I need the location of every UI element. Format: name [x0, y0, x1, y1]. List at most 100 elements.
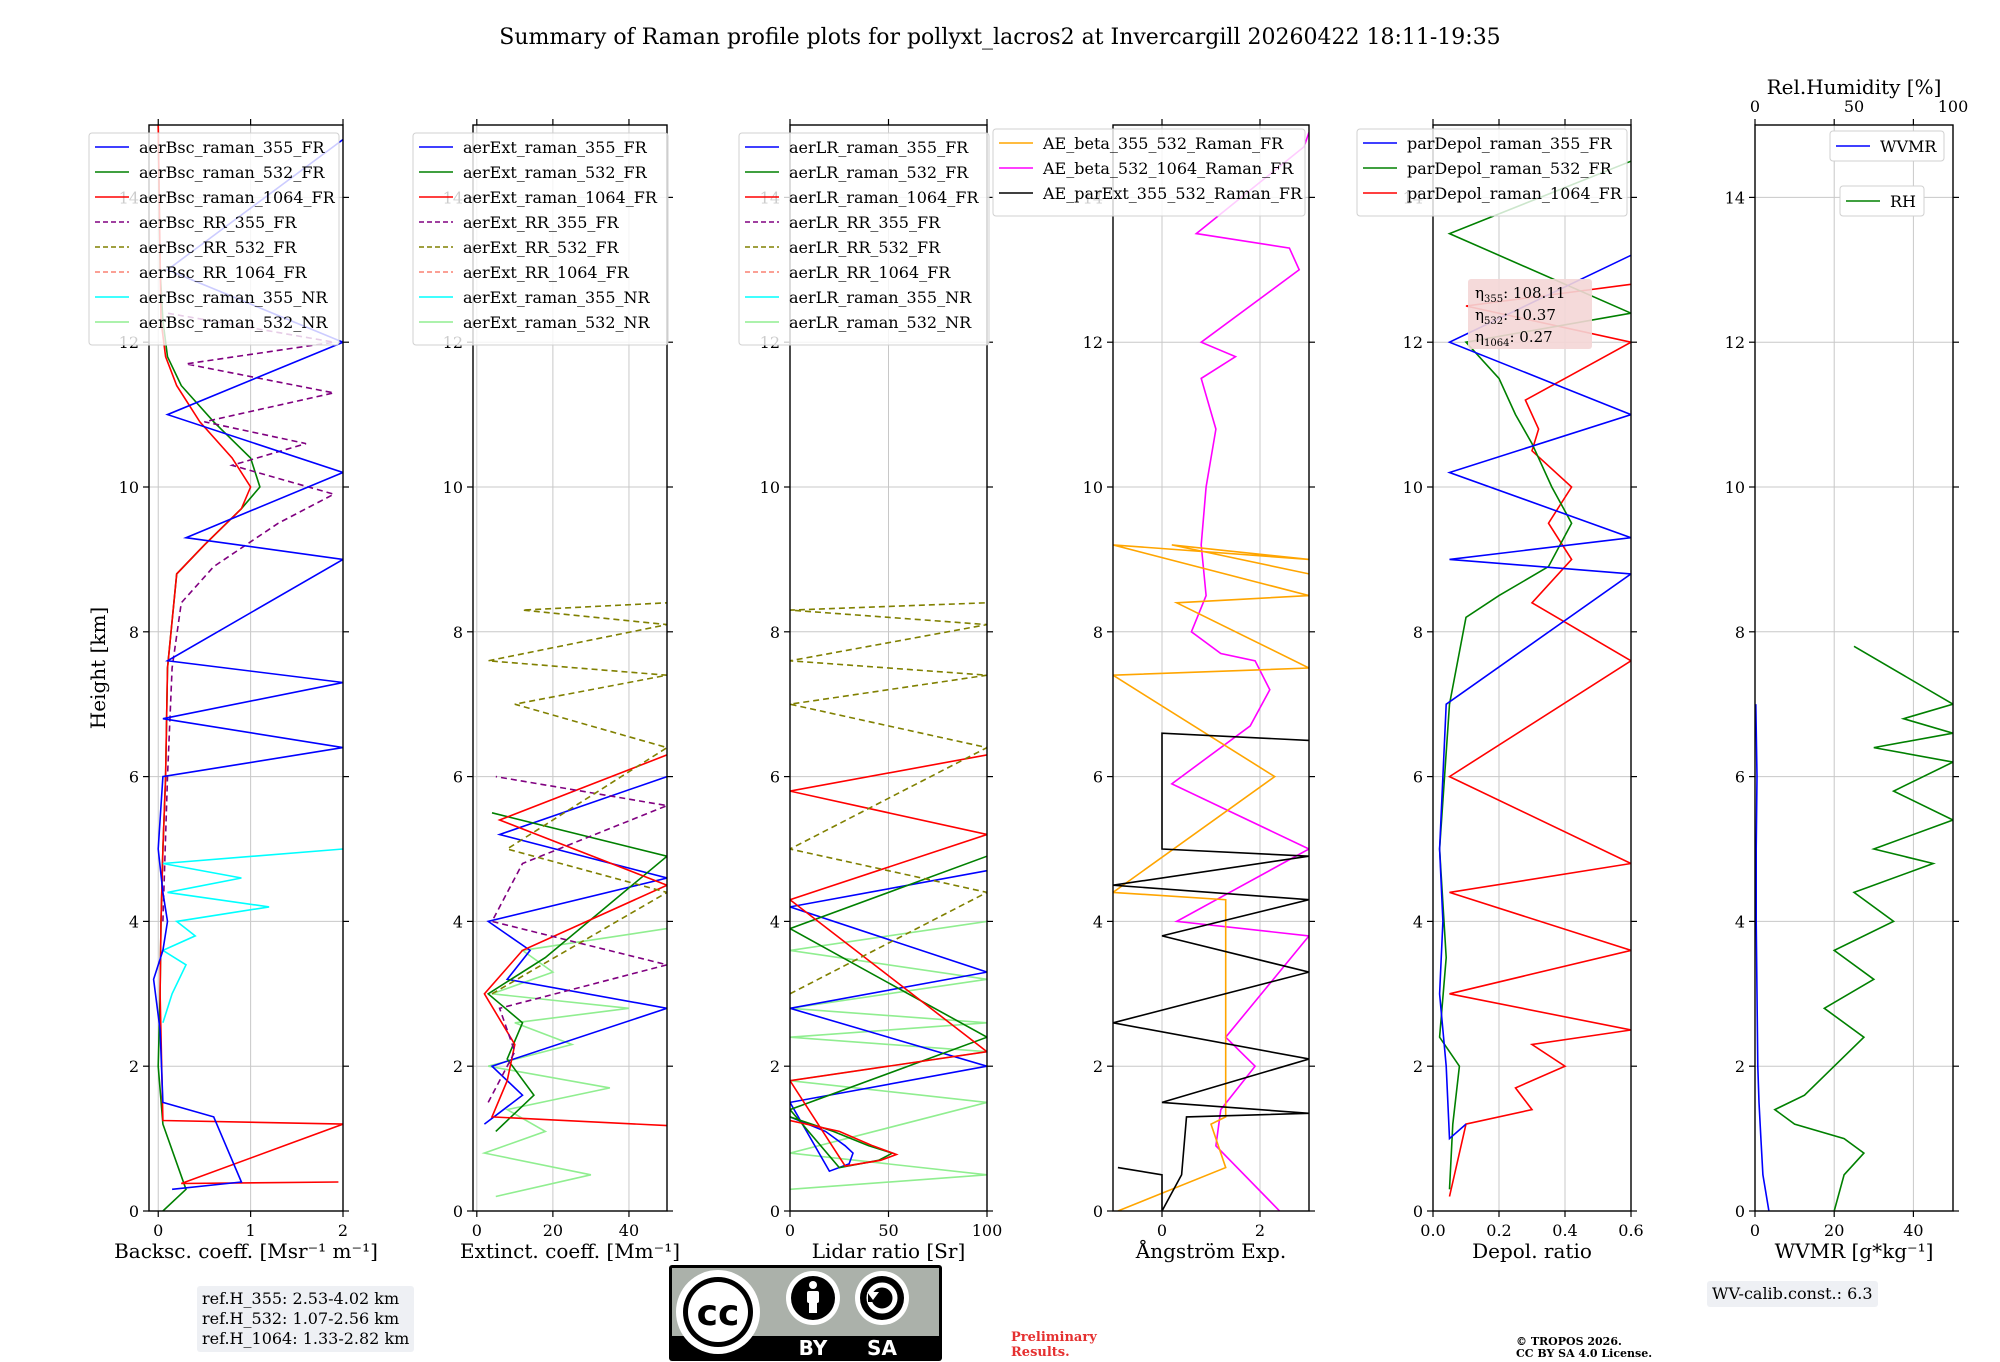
eta-value: : 0.27	[1509, 328, 1552, 346]
legend-label: aerExt_RR_355_FR	[463, 213, 620, 232]
legend-label: aerBsc_raman_532_NR	[139, 313, 328, 332]
plot-frame	[1112, 124, 1310, 1212]
series-line-aerExt_raman_355_FR	[483, 775, 667, 1125]
legend-label: aerBsc_RR_532_FR	[139, 238, 297, 257]
legend-label: aerExt_raman_1064_FR	[463, 188, 658, 207]
y-tick-label: 8	[1093, 623, 1103, 642]
preliminary-note: Preliminary Results.	[1011, 1330, 1097, 1360]
plot-frame	[148, 124, 344, 1212]
plot-frame	[472, 124, 668, 1212]
y-tick-label: 12	[1725, 333, 1745, 352]
series-line-aerExt_raman_1064_FR	[483, 754, 667, 1127]
eta-value: : 10.37	[1503, 306, 1556, 324]
legend-label: parDepol_raman_355_FR	[1407, 134, 1613, 153]
plot-frame	[1754, 124, 1954, 1212]
y-tick-label: 4	[1735, 912, 1745, 931]
y-tick-label: 6	[129, 768, 139, 787]
secondary-x-tick-label: 100	[1938, 97, 1969, 116]
preliminary-line1: Preliminary	[1011, 1330, 1097, 1345]
legend-label: AE_parExt_355_532_Raman_FR	[1042, 184, 1303, 203]
eta-symbol: η	[1475, 306, 1484, 324]
y-tick-label: 14	[1725, 188, 1745, 207]
cc-mark: cc	[697, 1293, 740, 1334]
series-line-aerLR_raman_355_FR	[790, 869, 987, 1173]
legend-label: aerExt_raman_355_FR	[463, 138, 648, 157]
y-tick-label: 0	[453, 1202, 463, 1221]
series-line-aerExt_raman_532_NR	[481, 927, 667, 1198]
y-tick-label: 2	[453, 1057, 463, 1076]
legend-label: aerBsc_raman_1064_FR	[139, 188, 336, 207]
legend-label: aerLR_raman_532_NR	[789, 313, 972, 332]
legend-label: aerLR_RR_1064_FR	[789, 263, 951, 282]
x-tick-label: 50	[878, 1221, 898, 1240]
y-tick-label: 2	[1735, 1057, 1745, 1076]
y-tick-label: 10	[1725, 478, 1745, 497]
x-tick-label: 0	[1157, 1221, 1167, 1240]
secondary-x-tick-label: 50	[1844, 97, 1864, 116]
secondary-x-axis-label: Rel.Humidity [%]	[1767, 75, 1942, 99]
legend-label: aerExt_raman_355_NR	[463, 288, 651, 307]
x-axis-label: Lidar ratio [Sr]	[812, 1239, 966, 1263]
series-line-aerExt_RR_355_FR	[487, 775, 667, 1103]
x-tick-label: 0.6	[1618, 1221, 1643, 1240]
eta-value: : 108.11	[1503, 284, 1565, 302]
cc-by-sa-logo: cc BY SA	[669, 1265, 942, 1361]
y-tick-label: 10	[1403, 478, 1423, 497]
x-axis-label: Extinct. coeff. [Mm⁻¹]	[460, 1239, 680, 1263]
y-tick-label: 8	[1413, 623, 1423, 642]
x-tick-label: 40	[1903, 1221, 1923, 1240]
copyright-line1: © TROPOS 2026.	[1516, 1335, 1622, 1348]
legend-label: aerExt_RR_1064_FR	[463, 263, 630, 282]
y-tick-label: 2	[770, 1057, 780, 1076]
series-line-RH	[1773, 645, 1953, 1211]
ref-height-532: ref.H_532: 1.07-2.56 km	[202, 1309, 400, 1328]
series-line-parDepol_raman_355_FR	[1438, 254, 1631, 1141]
ref-height-1064: ref.H_1064: 1.33-2.82 km	[202, 1329, 410, 1348]
plot-frame	[1432, 124, 1632, 1212]
y-tick-label: 2	[1093, 1057, 1103, 1076]
legend-label: aerLR_raman_355_NR	[789, 288, 972, 307]
legend-label: aerLR_raman_1064_FR	[789, 188, 979, 207]
x-axis-label: WVMR [g*kg⁻¹]	[1775, 1239, 1934, 1263]
eta-annotation-box	[1468, 279, 1592, 349]
legend-label: aerLR_raman_355_FR	[789, 138, 969, 157]
series-line-aerLR_raman_1064_FR	[790, 754, 987, 1167]
chart-panel-1: 02468101214012Backsc. coeff. [Msr⁻¹ m⁻¹]…	[86, 119, 378, 1263]
legend-box-rh	[1839, 185, 1925, 217]
copyright-line2: CC BY SA 4.0 License.	[1516, 1347, 1653, 1360]
x-tick-label: 0.4	[1552, 1221, 1577, 1240]
y-tick-label: 10	[760, 478, 780, 497]
y-tick-label: 4	[1413, 912, 1423, 931]
y-tick-label: 10	[119, 478, 139, 497]
y-axis-label: Height [km]	[86, 607, 110, 729]
legend-label: aerLR_RR_355_FR	[789, 213, 941, 232]
y-tick-label: 2	[129, 1057, 139, 1076]
legend-label: aerBsc_RR_355_FR	[139, 213, 297, 232]
y-tick-label: 6	[1413, 768, 1423, 787]
legend-label: WVMR	[1880, 137, 1937, 156]
y-tick-label: 8	[129, 623, 139, 642]
series-line-WVMR	[1755, 704, 1770, 1211]
eta-symbol: η	[1475, 328, 1484, 346]
legend-label: RH	[1890, 192, 1916, 211]
y-tick-label: 8	[770, 623, 780, 642]
y-tick-label: 8	[1735, 623, 1745, 642]
x-tick-label: 0	[785, 1221, 795, 1240]
x-axis-label: Backsc. coeff. [Msr⁻¹ m⁻¹]	[114, 1239, 378, 1263]
x-tick-label: 0	[1750, 1221, 1760, 1240]
chart-panel-4: 0246810121402Ångström Exp.AE_beta_355_53…	[992, 119, 1315, 1263]
legend-box-wvmr	[1829, 130, 1945, 162]
legend-box	[1356, 128, 1628, 217]
secondary-x-tick-label: 0	[1750, 97, 1760, 116]
figure-title: Summary of Raman profile plots for polly…	[499, 25, 1500, 50]
y-tick-label: 6	[770, 768, 780, 787]
y-tick-label: 12	[1403, 333, 1423, 352]
series-line-aerLR_RR_532_FR	[790, 602, 987, 995]
legend-box	[412, 132, 669, 346]
chart-panel-3: 02468101214050100Lidar ratio [Sr]aerLR_r…	[738, 119, 1002, 1263]
series-line-aerLR_raman_532_NR	[790, 920, 987, 1191]
eta-annotation: η355: 108.11	[1475, 284, 1565, 305]
y-tick-label: 4	[770, 912, 780, 931]
